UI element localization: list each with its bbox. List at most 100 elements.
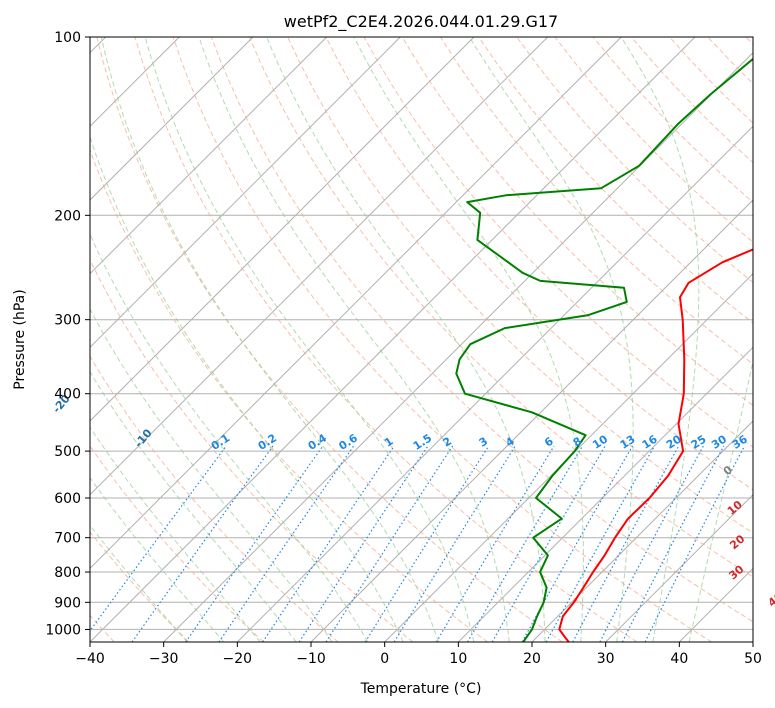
isotherm-line xyxy=(90,37,401,349)
mixing-ratio-line xyxy=(218,445,355,642)
isotherm-line xyxy=(310,199,753,642)
moist-adiabat-line xyxy=(688,358,753,642)
mixing-ratio-line xyxy=(466,445,584,642)
mixing-ratio-line xyxy=(262,445,395,642)
moist-adiabat-line xyxy=(90,524,188,642)
x-tick-label: 10 xyxy=(449,651,467,667)
isotherm-line xyxy=(752,641,753,642)
x-tick-label: 20 xyxy=(523,651,541,667)
moist-adiabat-line xyxy=(469,37,634,642)
x-tick-label: −30 xyxy=(149,651,179,667)
mixing-ratio-label: 13 xyxy=(618,433,638,452)
y-tick-label: 600 xyxy=(54,491,81,507)
moist-adiabat-line xyxy=(198,37,510,642)
chart-title: wetPf2_C2E4.2026.044.01.29.G17 xyxy=(284,12,558,32)
dewpoint-profile-line xyxy=(455,57,753,642)
isotherm-line xyxy=(605,493,753,642)
dry-adiabat-line xyxy=(210,37,753,623)
moist-adiabat-label: 20 xyxy=(727,532,747,552)
mixing-ratio-line xyxy=(545,445,656,642)
dry-adiabat-line xyxy=(554,37,753,243)
mixing-ratio-label: 36 xyxy=(730,432,750,451)
mixing-ratio-line xyxy=(572,445,680,642)
dry-adiabat-line xyxy=(90,355,339,642)
mixing-ratio-line xyxy=(644,445,746,642)
y-tick-label: 100 xyxy=(54,30,81,46)
dry-adiabat-line xyxy=(669,37,753,124)
moist-adiabat-line xyxy=(100,37,439,642)
dry-adiabat-line xyxy=(90,445,264,642)
moist-adiabat-label: 10 xyxy=(725,498,745,518)
mixing-ratio-label: 1.5 xyxy=(411,431,434,453)
dry-adiabat-line xyxy=(287,37,753,534)
x-tick-label: −20 xyxy=(223,651,253,667)
mixing-ratio-line xyxy=(621,445,725,642)
y-tick-label: 1000 xyxy=(45,622,81,638)
isotherm-line xyxy=(90,37,549,496)
dry-adiabat-line xyxy=(707,37,753,85)
mixing-ratio-label: 0.2 xyxy=(256,431,279,453)
mixing-ratio-line xyxy=(90,445,227,632)
y-tick-label: 200 xyxy=(54,208,81,224)
dry-adiabat-line xyxy=(363,37,753,448)
dry-adiabat-line xyxy=(439,37,753,365)
moist-adiabat-line xyxy=(90,135,404,642)
x-tick-label: 50 xyxy=(744,651,762,667)
isotherm-line xyxy=(90,37,696,642)
mixing-ratio-line xyxy=(325,445,454,642)
dry-adiabat-line xyxy=(325,37,753,491)
moist-adiabat-line xyxy=(144,37,475,642)
y-tick-label: 700 xyxy=(54,531,81,547)
isotherm-line xyxy=(236,125,753,642)
x-tick-label: 0 xyxy=(380,651,389,667)
mixing-ratio-line xyxy=(185,445,324,642)
dry-adiabat-line xyxy=(90,258,414,642)
plot-frame xyxy=(89,36,754,643)
dry-adiabat-line xyxy=(745,37,753,45)
isotherm-line xyxy=(531,420,753,642)
mixing-ratio-line xyxy=(393,445,516,642)
moist-adiabat-line xyxy=(90,232,369,642)
mixing-ratio-line xyxy=(298,445,429,642)
plot-area: 0.10.20.40.611.52346810131620253036-100-… xyxy=(50,37,775,642)
isotherm-line xyxy=(678,567,753,642)
moist-adiabat-line xyxy=(620,37,700,642)
dry-adiabat-line xyxy=(134,37,638,642)
dry-adiabat-line xyxy=(249,37,753,578)
x-tick-label: −10 xyxy=(296,651,326,667)
mixing-ratio-label: 10 xyxy=(590,432,610,451)
temperature-profile-line xyxy=(558,248,753,642)
mixing-ratio-label: 16 xyxy=(640,432,660,451)
moist-adiabat-line xyxy=(353,37,584,642)
moist-adiabat-label: 30 xyxy=(726,562,746,582)
mixing-ratio-line xyxy=(521,445,634,642)
isotherm-line xyxy=(90,37,622,570)
mixing-ratio-line xyxy=(435,445,555,642)
y-tick-label: 400 xyxy=(54,387,81,403)
mixing-ratio-label: 25 xyxy=(689,433,709,452)
isotherm-line xyxy=(163,51,753,642)
y-tick-label: 500 xyxy=(54,444,81,460)
y-tick-label: 900 xyxy=(54,595,81,611)
moist-adiabat-line xyxy=(90,476,225,642)
moist-adiabat-line xyxy=(90,426,261,642)
dry-adiabat-line xyxy=(90,148,488,642)
y-axis-label: Pressure (hPa) xyxy=(12,289,28,389)
mixing-ratio-line xyxy=(599,445,704,642)
moist-adiabat-label: 40 xyxy=(766,589,775,609)
dry-adiabat-line xyxy=(401,37,753,406)
dry-adiabat-line xyxy=(516,37,753,284)
isotherm-line xyxy=(90,37,475,422)
moist-adiabat-line xyxy=(266,37,546,642)
x-tick-label: −40 xyxy=(75,651,105,667)
y-axis: 100 200 300 400 500 600 700 800 900 1000 xyxy=(45,30,90,638)
x-axis: −40 −30 −20 −10 0 10 20 30 40 50 xyxy=(75,642,762,667)
mixing-ratio-label: 30 xyxy=(709,432,729,451)
isotherm-line xyxy=(90,37,254,201)
y-tick-label: 300 xyxy=(54,313,81,329)
mixing-ratio-line xyxy=(364,445,490,642)
mixing-ratio-label: 1 xyxy=(382,435,396,450)
mixing-ratio-label: 6 xyxy=(542,434,556,449)
isotherm-line xyxy=(384,272,753,642)
